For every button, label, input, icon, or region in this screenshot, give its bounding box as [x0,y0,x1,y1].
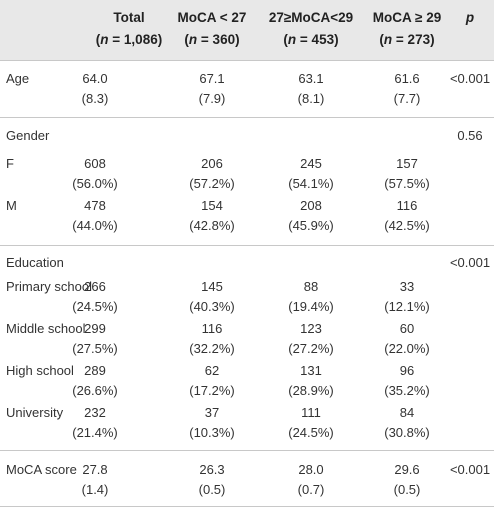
university-ge29-count: 84 [399,405,415,420]
primary-total-count: 266 [84,279,106,294]
university-total-count: 232 [84,405,106,420]
m-27-29-pct: (45.9%) [288,218,334,233]
education-p-value: <0.001 [449,255,491,270]
middle-ge29-count: 60 [399,321,415,336]
f-ge29-count: 157 [396,156,418,171]
age-ge29-value: 61.6 [394,71,420,86]
university-lt27-count: 37 [204,405,220,420]
divider-header [0,60,494,61]
header-p-value: p [465,10,475,25]
primary-27-29-count: 88 [303,279,319,294]
f-27-29-pct: (54.1%) [288,176,334,191]
moca-lt27-value: 26.3 [199,462,225,477]
m-total-pct: (44.0%) [72,218,118,233]
moca-27-29-sd: (0.7) [297,482,325,497]
header-moca-ge29-n: (n = 273) [379,32,435,47]
divider-age [0,117,494,118]
f-lt27-pct: (57.2%) [189,176,235,191]
university-ge29-pct: (30.8%) [384,425,430,440]
university-total-pct: (21.4%) [72,425,118,440]
age-lt27-value: 67.1 [199,71,225,86]
primary-ge29-pct: (12.1%) [384,299,430,314]
row-label-m: M [6,198,17,213]
row-label-age: Age [6,71,30,86]
row-label-high-school: High school [6,363,74,378]
age-total-sd: (8.3) [81,91,109,106]
high-total-count: 289 [84,363,106,378]
header-moca-27-29: 27≥MoCA<29 [268,10,354,25]
row-label-f: F [6,156,14,171]
middle-27-29-count: 123 [300,321,322,336]
m-total-count: 478 [84,198,106,213]
moca-total-sd: (1.4) [81,482,109,497]
header-moca-ge29: MoCA ≥ 29 [372,10,442,25]
divider-education [0,450,494,451]
university-27-29-count: 111 [301,405,321,420]
middle-total-count: 299 [84,321,106,336]
university-lt27-pct: (10.3%) [189,425,235,440]
m-lt27-count: 154 [201,198,223,213]
divider-gender [0,245,494,246]
high-lt27-pct: (17.2%) [189,383,235,398]
row-label-gender: Gender [6,128,50,143]
header-total-n: (n = 1,086) [95,32,163,47]
moca-ge29-value: 29.6 [394,462,420,477]
primary-lt27-count: 145 [201,279,223,294]
primary-27-29-pct: (19.4%) [288,299,334,314]
middle-27-29-pct: (27.2%) [288,341,334,356]
divider-bottom [0,506,494,507]
moca-ge29-sd: (0.5) [393,482,421,497]
gender-p-value: 0.56 [457,128,483,143]
header-moca-27-29-n: (n = 453) [283,32,339,47]
moca-total-value: 27.8 [82,462,108,477]
primary-lt27-pct: (40.3%) [189,299,235,314]
header-total: Total [113,10,145,25]
middle-total-pct: (27.5%) [72,341,118,356]
m-ge29-pct: (42.5%) [384,218,430,233]
header-moca-lt27: MoCA < 27 [177,10,247,25]
row-label-middle-school: Middle school [6,321,86,336]
university-27-29-pct: (24.5%) [288,425,334,440]
age-27-29-sd: (8.1) [297,91,325,106]
f-lt27-count: 206 [201,156,223,171]
f-ge29-pct: (57.5%) [384,176,430,191]
f-27-29-count: 245 [300,156,322,171]
middle-ge29-pct: (22.0%) [384,341,430,356]
moca-lt27-sd: (0.5) [198,482,226,497]
m-ge29-count: 116 [396,198,418,213]
primary-ge29-count: 33 [399,279,415,294]
age-total-value: 64.0 [82,71,108,86]
middle-lt27-pct: (32.2%) [189,341,235,356]
row-label-university: University [6,405,64,420]
f-total-count: 608 [84,156,106,171]
table-header-band [0,0,494,60]
row-label-primary-school: Primary school [6,279,92,294]
high-27-29-pct: (28.9%) [288,383,334,398]
row-label-moca-score: MoCA score [6,462,77,477]
age-p-value: <0.001 [449,71,491,86]
high-ge29-count: 96 [399,363,415,378]
primary-total-pct: (24.5%) [72,299,118,314]
age-27-29-value: 63.1 [298,71,324,86]
m-lt27-pct: (42.8%) [189,218,235,233]
moca-27-29-value: 28.0 [298,462,324,477]
middle-lt27-count: 116 [201,321,223,336]
m-27-29-count: 208 [300,198,322,213]
high-total-pct: (26.6%) [72,383,118,398]
high-ge29-pct: (35.2%) [384,383,430,398]
age-lt27-sd: (7.9) [198,91,226,106]
high-27-29-count: 131 [300,363,322,378]
f-total-pct: (56.0%) [72,176,118,191]
age-ge29-sd: (7.7) [393,91,421,106]
header-moca-lt27-n: (n = 360) [184,32,240,47]
row-label-education: Education [6,255,64,270]
high-lt27-count: 62 [204,363,220,378]
moca-p-value: <0.001 [449,462,491,477]
